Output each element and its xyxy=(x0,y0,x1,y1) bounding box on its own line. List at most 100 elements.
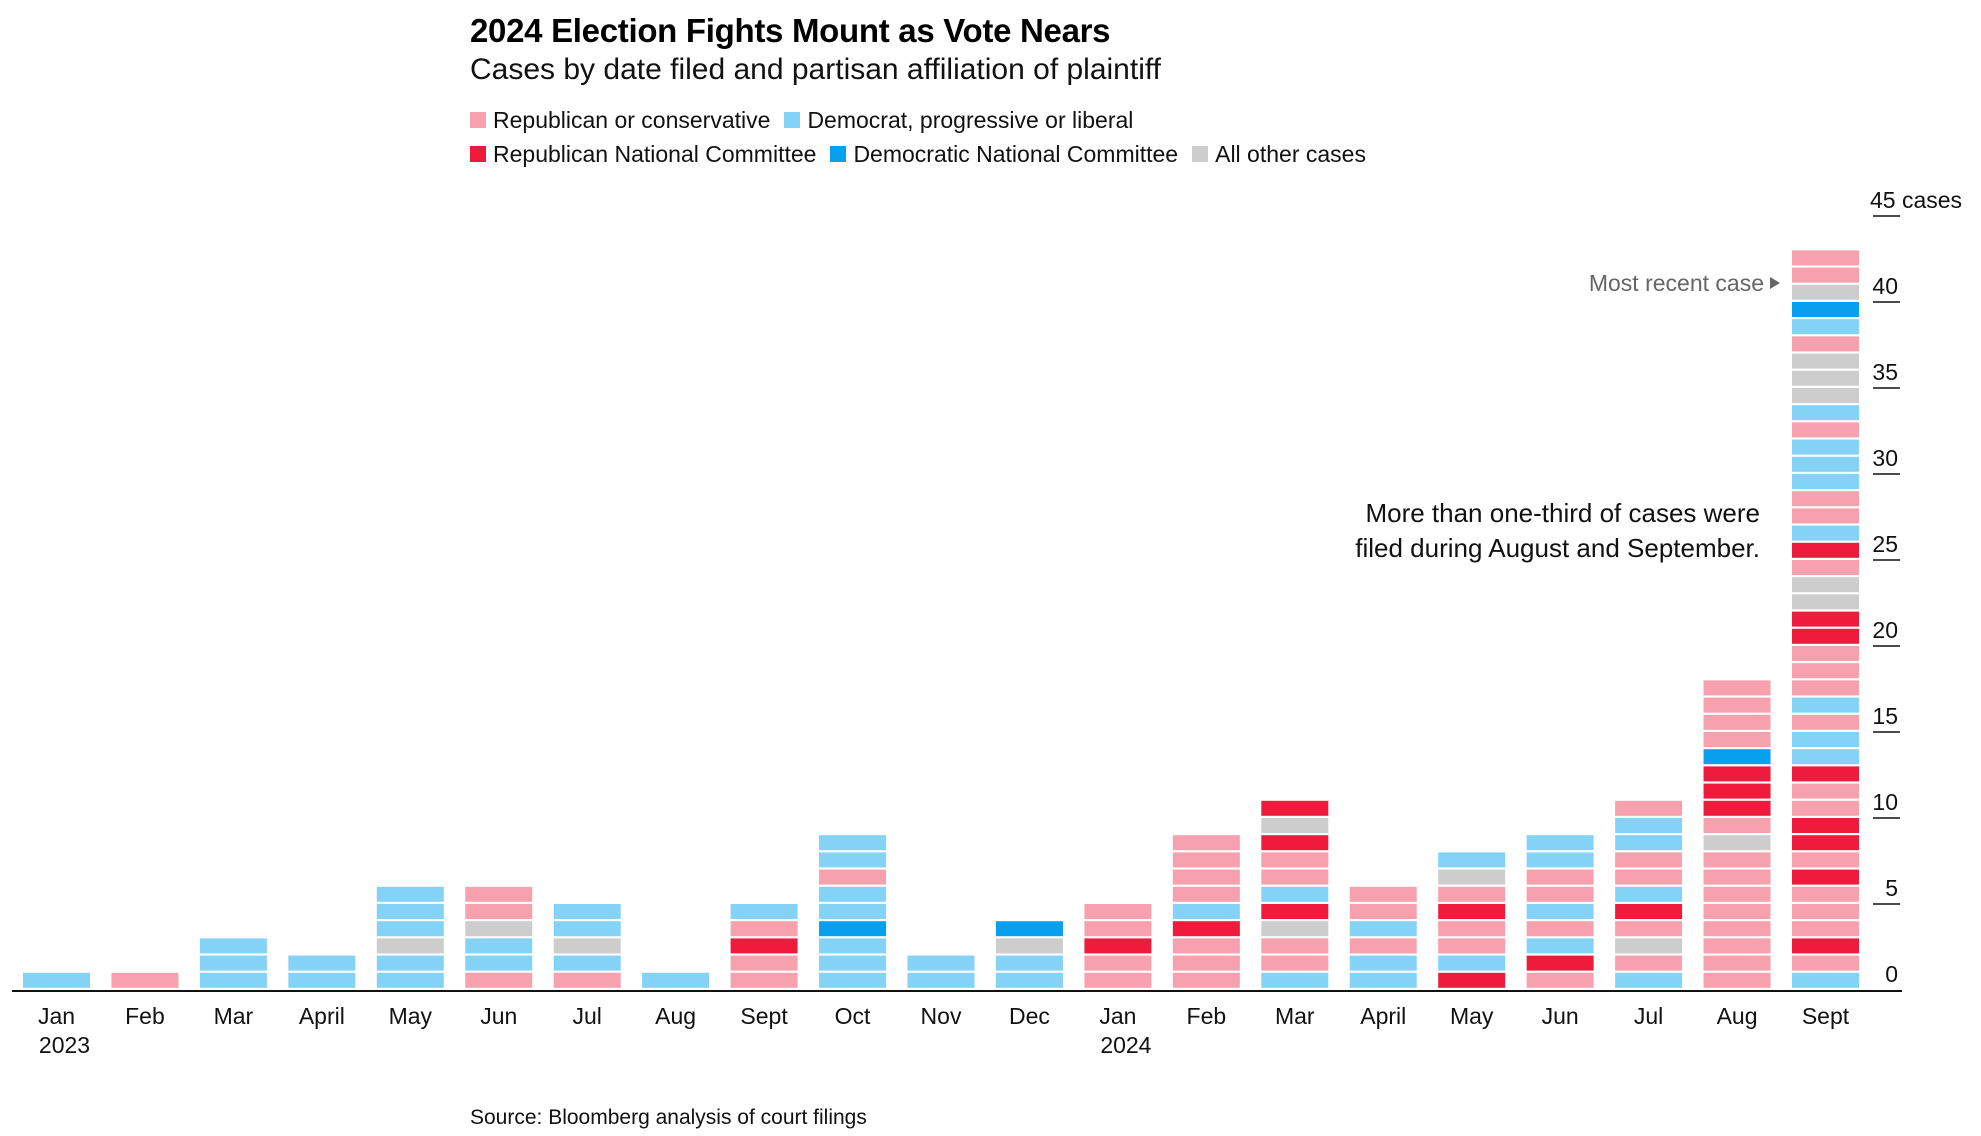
bar-segment-rep xyxy=(1438,921,1506,937)
bar-segment-dem xyxy=(1349,955,1417,971)
bar-segment-rep xyxy=(1792,646,1859,661)
bar-segment-rep xyxy=(1438,938,1506,954)
y-tick-label: 35 xyxy=(1872,359,1898,385)
chart-header: 2024 Election Fights Mount as Vote Nears… xyxy=(470,10,1161,88)
bar-segment-rep xyxy=(1615,869,1683,885)
bar-segment-rnc xyxy=(1703,800,1771,816)
bar-segment-dem xyxy=(1526,938,1594,954)
legend-row: Republican or conservative Democrat, pro… xyxy=(470,103,1470,137)
x-tick-label: Jun xyxy=(1542,1003,1579,1029)
bar-segment-rep xyxy=(1615,852,1683,868)
y-tick-label: 30 xyxy=(1872,445,1898,471)
legend-item-republican: Republican or conservative xyxy=(470,107,770,134)
bar-segment-dem xyxy=(1172,904,1240,919)
bar-segment-rep xyxy=(1792,783,1859,799)
x-tick-label: Aug xyxy=(1717,1003,1758,1029)
bar-segment-rep xyxy=(1084,904,1152,919)
bar-segment-rnc xyxy=(730,938,798,954)
bar-segment-rep xyxy=(1792,904,1859,919)
legend-item-other: All other cases xyxy=(1192,141,1366,168)
bar-segment-dem xyxy=(23,972,90,988)
bar-segment-dem xyxy=(819,886,887,902)
bar-segment-dem xyxy=(199,955,267,971)
bar-segment-rep xyxy=(465,904,533,919)
bar-segment-rep xyxy=(1792,560,1859,575)
bar-segment-oth xyxy=(465,921,533,937)
bar-segment-dnc xyxy=(995,921,1063,937)
chart-subtitle: Cases by date filed and partisan affilia… xyxy=(470,53,1161,86)
bar-segment-rep xyxy=(1349,886,1417,902)
annotation-line: filed during August and September. xyxy=(1355,533,1760,563)
bar-segment-rep xyxy=(1703,697,1771,713)
bar-segment-dem xyxy=(819,955,887,971)
legend-item-dnc: Democratic National Committee xyxy=(830,141,1178,168)
bar-segment-rep xyxy=(1172,852,1240,868)
bar-segment-rep xyxy=(465,972,533,988)
bar-segment-dem xyxy=(553,955,621,971)
y-tick-label: 40 xyxy=(1872,273,1898,299)
bar-segment-rep xyxy=(1792,663,1859,679)
bar-segment-rep xyxy=(1792,491,1859,507)
bar-segment-rep xyxy=(730,955,798,971)
bar-segment-oth xyxy=(1438,869,1506,885)
bar-segment-rep xyxy=(730,921,798,937)
bar-segment-rep xyxy=(1703,904,1771,919)
bar-segment-rep xyxy=(1526,886,1594,902)
bar-segment-dem xyxy=(819,835,887,851)
bar-segment-rep xyxy=(730,972,798,988)
bar-segment-rnc xyxy=(1792,542,1859,558)
bar-segment-dem xyxy=(1526,835,1594,851)
x-tick-label: Feb xyxy=(1187,1003,1227,1029)
bar-segment-oth xyxy=(1261,921,1329,937)
bar-segment-rep xyxy=(1703,714,1771,730)
bar-segment-dem xyxy=(1526,852,1594,868)
bar-segment-oth xyxy=(1261,818,1329,833)
y-tick-label: 10 xyxy=(1872,789,1898,815)
bar-segment-rep xyxy=(1615,955,1683,971)
legend-label-republican: Republican or conservative xyxy=(493,106,771,133)
x-tick-label: April xyxy=(299,1003,345,1029)
bar-segment-rep xyxy=(1792,336,1859,352)
bar-segment-oth xyxy=(553,938,621,954)
bar-segment-rnc xyxy=(1792,938,1859,954)
bar-segment-dem xyxy=(1792,456,1859,472)
bar-segment-rep xyxy=(1792,267,1859,283)
bar-segment-rep xyxy=(1703,938,1771,954)
x-tick-label: Nov xyxy=(921,1003,962,1029)
legend-row: Republican National Committee Democratic… xyxy=(470,137,1470,171)
bar-segment-rep xyxy=(1792,886,1859,902)
bar-segment-oth xyxy=(376,938,444,954)
bar-segment-rep xyxy=(1261,869,1329,885)
bar-segment-dem xyxy=(1526,904,1594,919)
bar-segment-dem xyxy=(819,938,887,954)
y-tick-label: 5 xyxy=(1885,875,1898,901)
bar-segment-dem xyxy=(553,921,621,937)
bar-segment-dem xyxy=(1349,921,1417,937)
bar-segment-rep xyxy=(1792,680,1859,696)
bar-segment-rnc xyxy=(1792,611,1859,627)
bar-segment-dem xyxy=(376,886,444,902)
annotation-line: More than one-third of cases were xyxy=(1365,498,1760,528)
bar-segment-rnc xyxy=(1526,955,1594,971)
bar-segment-rep xyxy=(1172,938,1240,954)
bar-segment-rnc xyxy=(1703,783,1771,799)
bar-segment-rep xyxy=(1084,972,1152,988)
bar-segment-rep xyxy=(1172,835,1240,851)
bar-segment-dem xyxy=(1261,972,1329,988)
bar-segment-dem xyxy=(376,921,444,937)
bar-segment-rep xyxy=(1703,869,1771,885)
x-tick-label: May xyxy=(389,1003,433,1029)
bar-segment-dem xyxy=(199,938,267,954)
bar-segment-rep xyxy=(1084,921,1152,937)
bar-segment-dnc xyxy=(819,921,887,937)
bar-segment-dem xyxy=(1792,732,1859,747)
bar-segment-dem xyxy=(376,904,444,919)
bar-segment-oth xyxy=(1792,353,1859,369)
bar-segment-rnc xyxy=(1084,938,1152,954)
arrow-right-icon xyxy=(1770,277,1780,289)
bar-segment-rep xyxy=(553,972,621,988)
bar-segment-rnc xyxy=(1703,766,1771,782)
y-tick-label: 25 xyxy=(1872,531,1898,557)
bar-segment-dem xyxy=(1349,972,1417,988)
bar-segment-dem xyxy=(1792,749,1859,765)
